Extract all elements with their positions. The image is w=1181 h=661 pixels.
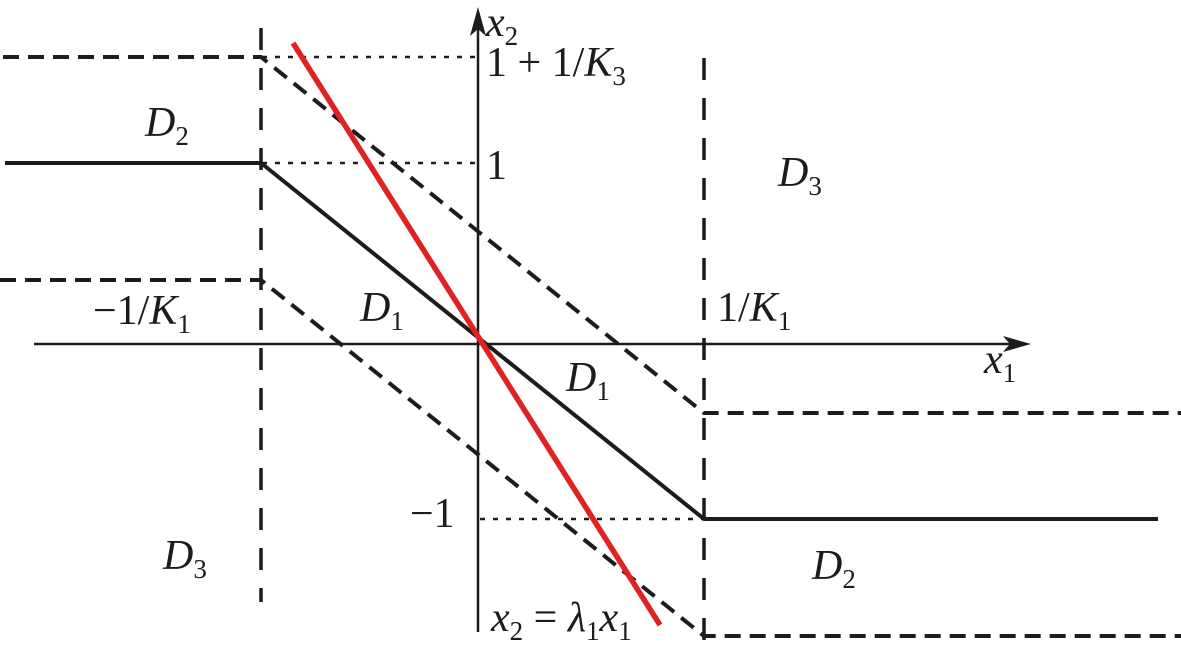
red-eigenline xyxy=(290,41,663,627)
region-base-text: D xyxy=(163,533,194,579)
y-axis-label-base: x xyxy=(486,0,505,46)
tick-sub-text: 3 xyxy=(612,61,626,91)
tick-value-text: 1 xyxy=(486,143,507,189)
eq-x2-text: x xyxy=(599,595,619,641)
tick-value-text: −1 xyxy=(410,491,455,537)
region-label-d3-bottom-left: D3 xyxy=(163,535,207,583)
eq-xsub-text: 2 xyxy=(509,616,524,646)
region-base-text: D xyxy=(812,543,843,589)
tick-label-one-plus-inv-k3: 1 + 1/K3 xyxy=(486,42,626,90)
eq-x2sub-text: 1 xyxy=(618,616,632,646)
region-base-text: D xyxy=(145,100,176,146)
region-base-text: D xyxy=(360,285,391,331)
eq-equals-text: = xyxy=(523,595,568,641)
tick-base-text: K xyxy=(149,288,178,334)
region-sub-text: 2 xyxy=(842,564,856,594)
region-sub-text: 3 xyxy=(808,171,822,201)
region-sub-text: 2 xyxy=(175,121,189,151)
tick-label-neg-one: −1 xyxy=(410,493,455,535)
tick-label-inv-k1: 1/K1 xyxy=(717,287,791,335)
upper-dashed-boundary xyxy=(3,55,1181,415)
region-sub-text: 1 xyxy=(390,306,404,336)
region-base-text: D xyxy=(778,150,809,196)
tick-pre-text: 1 + 1/ xyxy=(486,40,585,86)
tick-label-neg-inv-k1: −1/K1 xyxy=(93,290,191,338)
region-sub-text: 1 xyxy=(596,376,610,406)
tick-base-text: K xyxy=(749,285,778,331)
x-axis-label: x1 xyxy=(984,339,1016,387)
region-label-d1-upper: D1 xyxy=(360,287,404,335)
tick-label-one: 1 xyxy=(486,145,507,187)
y-axis-label: x2 xyxy=(486,2,518,50)
region-sub-text: 3 xyxy=(193,554,207,584)
region-label-d1-lower: D1 xyxy=(566,357,610,405)
y-axis-arrow-icon xyxy=(470,7,486,36)
tick-pre-text: 1/ xyxy=(717,285,750,331)
eq-lambdasub-text: 1 xyxy=(586,616,600,646)
y-axis-label-sub: 2 xyxy=(504,21,519,51)
eq-x-text: x xyxy=(491,595,510,641)
eq-lambda-text: λ xyxy=(567,595,587,641)
tick-pre-text: −1/ xyxy=(93,288,150,334)
region-label-d2-bottom-right: D2 xyxy=(812,545,856,593)
x-axis-arrow-icon xyxy=(1003,336,1031,352)
region-base-text: D xyxy=(566,355,597,401)
region-label-d3-top-right: D3 xyxy=(778,152,822,200)
red-line-equation-label: x2 = λ1x1 xyxy=(491,597,632,645)
x-axis-label-sub: 1 xyxy=(1002,358,1017,388)
tick-sub-text: 1 xyxy=(777,306,792,336)
tick-sub-text: 1 xyxy=(177,309,191,339)
region-label-d2-top-left: D2 xyxy=(145,102,189,150)
lower-dashed-boundary xyxy=(0,278,1181,638)
tick-base-text: K xyxy=(584,40,613,86)
x-axis-label-base: x xyxy=(984,337,1003,383)
